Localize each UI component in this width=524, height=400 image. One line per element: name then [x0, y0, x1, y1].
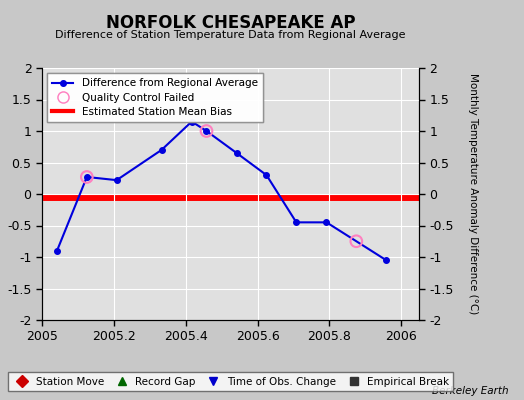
Point [202, 128, 211, 134]
Y-axis label: Monthly Temperature Anomaly Difference (°C): Monthly Temperature Anomaly Difference (… [468, 73, 478, 315]
Text: NORFOLK CHESAPEAKE AP: NORFOLK CHESAPEAKE AP [106, 14, 355, 32]
Point [83, 174, 91, 180]
Legend: Difference from Regional Average, Quality Control Failed, Estimated Station Mean: Difference from Regional Average, Qualit… [47, 73, 263, 122]
Legend: Station Move, Record Gap, Time of Obs. Change, Empirical Break: Station Move, Record Gap, Time of Obs. C… [8, 372, 453, 391]
Point [352, 238, 361, 244]
Text: Berkeley Earth: Berkeley Earth [432, 386, 508, 396]
Text: Difference of Station Temperature Data from Regional Average: Difference of Station Temperature Data f… [56, 30, 406, 40]
